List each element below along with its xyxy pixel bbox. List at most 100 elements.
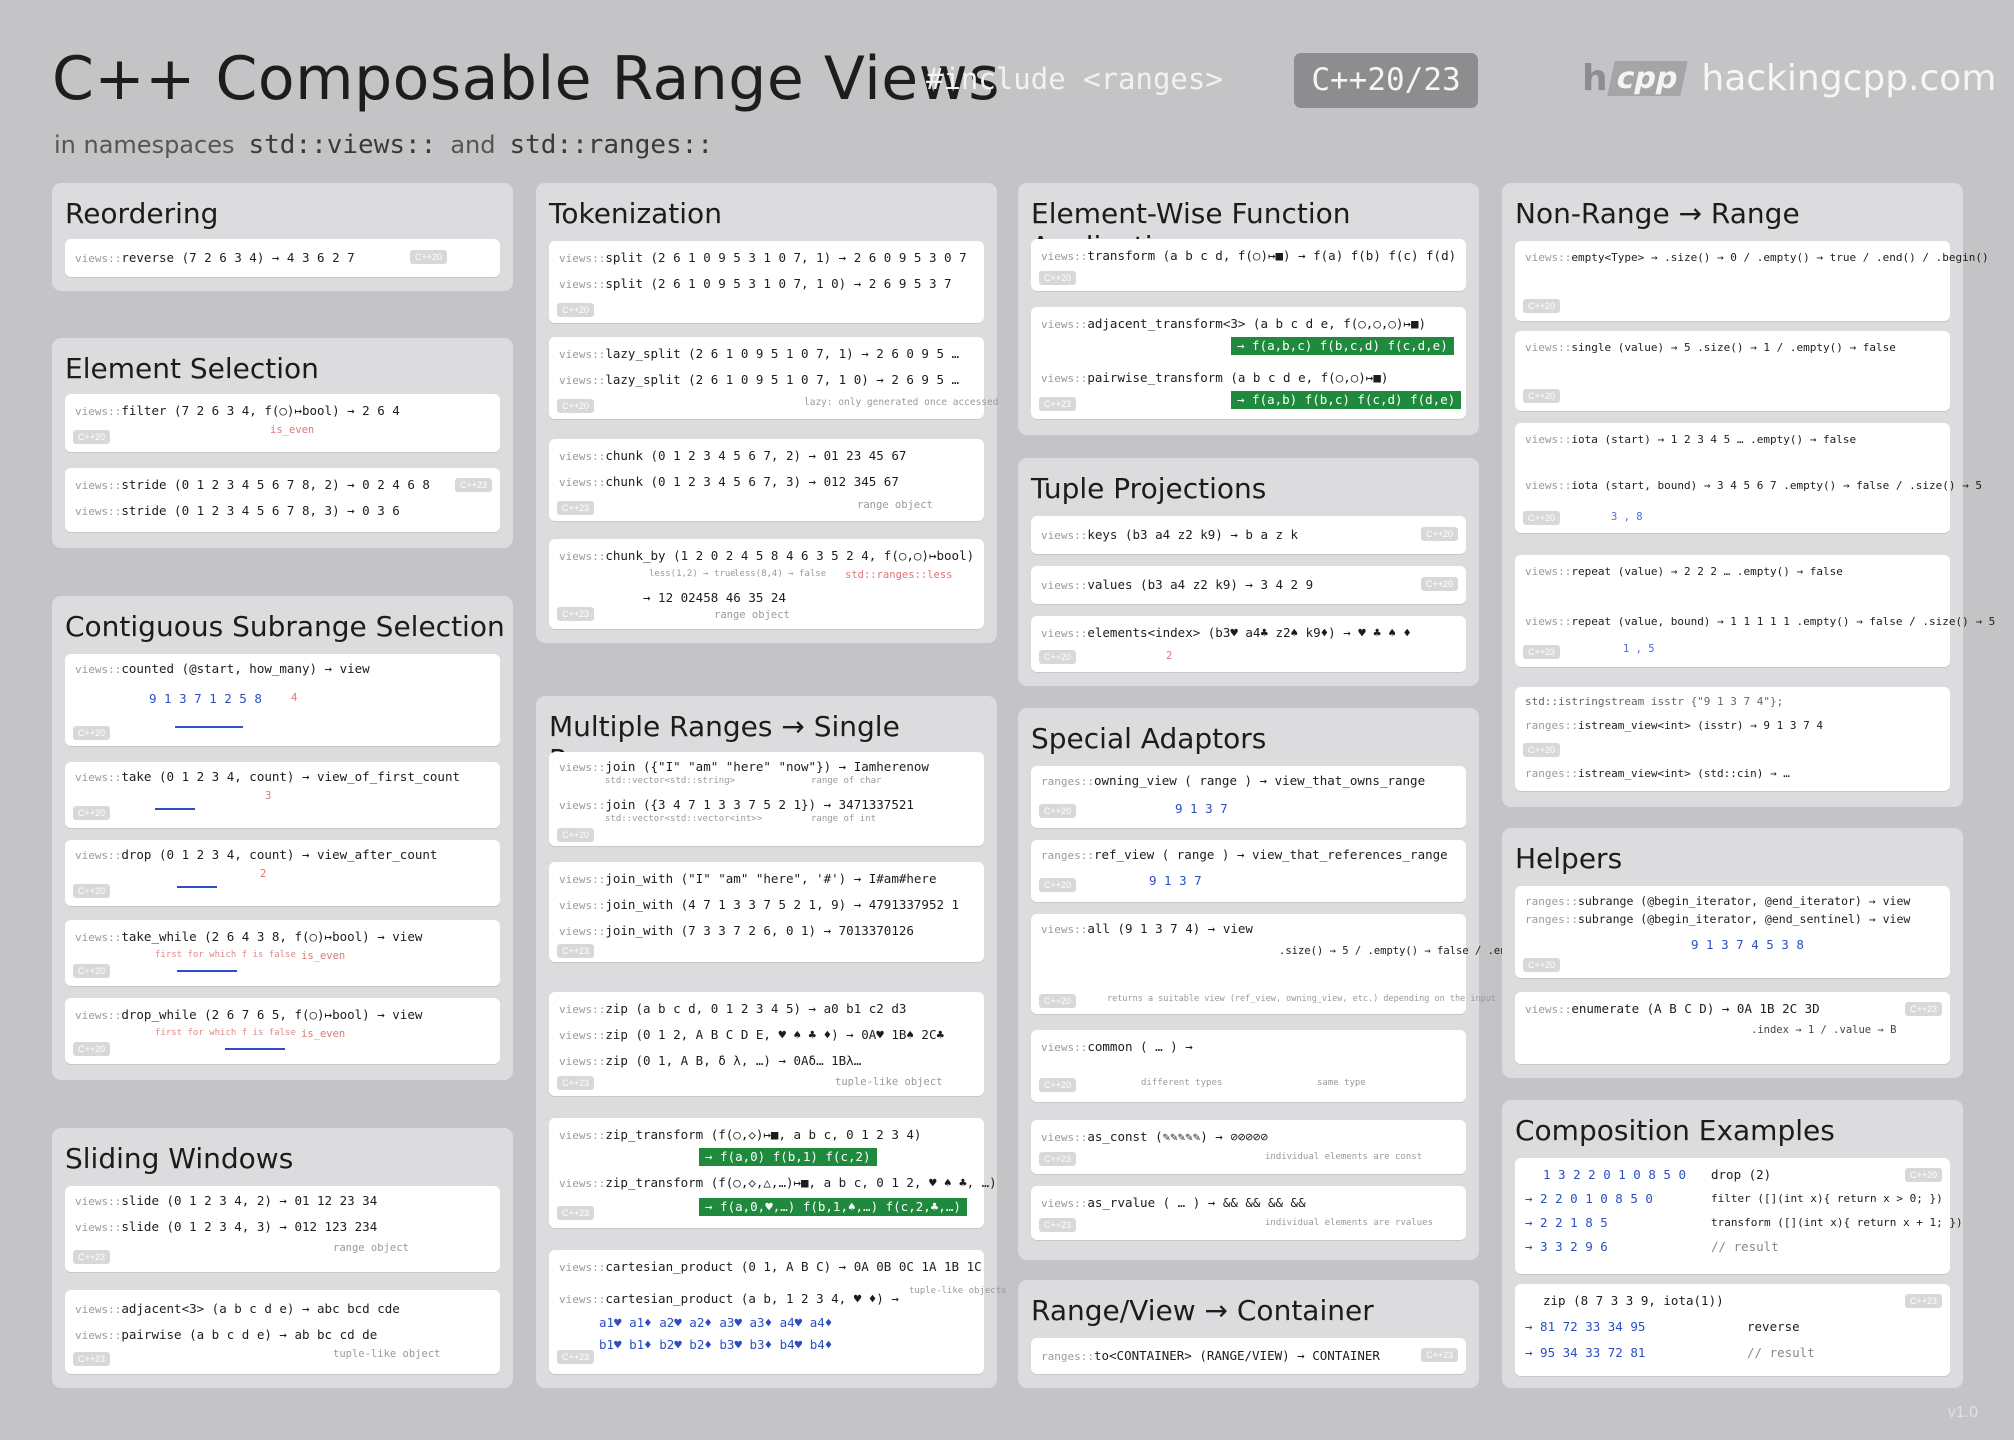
- card-empty: views::empty<Type> → .size() → 0 / .empt…: [1515, 241, 1989, 321]
- line-join-2: views::join ({3 4 7 1 3 3 7 5 2 1}) → 34…: [559, 797, 914, 812]
- card-owning-view: ranges::owning_view ( range ) → view_tha…: [1031, 766, 1466, 828]
- line-chunk-by-out: → 12 02458 46 35 24: [643, 590, 786, 605]
- panel-title: Sliding Windows: [65, 1142, 294, 1175]
- badge-cpp23: C++23: [557, 607, 595, 621]
- line-adjacent-transform: views::adjacent_transform<3> (a b c d e,…: [1041, 316, 1427, 331]
- badge-cpp23: C++23: [73, 1352, 111, 1366]
- line-join-with-2: views::join_with (4 7 1 3 3 7 5 2 1, 9) …: [559, 897, 960, 912]
- drop-bracket: [177, 886, 217, 888]
- line-istream-2: ranges::istream_view<int> (std::cin) → …: [1525, 767, 1790, 780]
- line-drop: views::drop (0 1 2 3 4, count) → view_af…: [75, 847, 438, 862]
- panel-title: Tokenization: [549, 197, 722, 230]
- take-bracket: [155, 808, 195, 810]
- panel-tuple: Tuple Projections views::keys (b3 a4 z2 …: [1018, 458, 1479, 686]
- line-chunk-3: views::chunk (0 1 2 3 4 5 6 7, 3) → 012 …: [559, 474, 899, 489]
- drop-n: 2: [260, 868, 267, 880]
- all-note: returns a suitable view (ref_view, ownin…: [1107, 994, 1553, 1004]
- panel-title: Non-Range → Range: [1515, 197, 1800, 230]
- panel-title: Element Selection: [65, 352, 319, 385]
- comp-seq-1: 1 3 2 2 0 1 0 8 5 0: [1543, 1167, 1686, 1182]
- card-transform: views::transform (a b c d, f(○)↦■) → f(a…: [1031, 239, 1466, 291]
- subtitle: in namespaces std::views:: and std::ranges:…: [54, 130, 713, 160]
- badge-cpp20: C++20: [73, 964, 111, 978]
- line-transform: views::transform (a b c d, f(○)↦■) → f(a…: [1041, 248, 1457, 263]
- panel-tokenization: Tokenization views::split (2 6 1 0 9 5 3…: [536, 183, 998, 643]
- drop-while-is-even: is_even: [301, 1028, 346, 1040]
- card-composition-2: zip (8 7 3 3 9, iota(1)) → 81 72 33 34 9…: [1515, 1284, 1950, 1376]
- panel-title: Special Adaptors: [1031, 722, 1267, 755]
- badge-cpp20: C++20: [73, 726, 111, 740]
- badge-cpp23: C++23: [1905, 1002, 1943, 1016]
- line-empty: views::empty<Type> → .size() → 0 / .empt…: [1525, 251, 1989, 264]
- line-repeat-2: views::repeat (value, bound) → 1 1 1 1 1…: [1525, 615, 1996, 628]
- panel-multiple: Multiple Ranges → Single Range views::jo…: [536, 696, 1007, 1388]
- zip-transform-out-2: → f(a,0,♥,…) f(b,1,♠,…) f(c,2,♣,…): [699, 1198, 967, 1216]
- badge-cpp20: C++20: [73, 1042, 111, 1056]
- line-to: ranges::to<CONTAINER> (RANGE/VIEW) → CON…: [1041, 1348, 1380, 1363]
- filter-note: is_even: [270, 424, 315, 436]
- badge-cpp23: C++23: [557, 1206, 595, 1220]
- join-note-1: std::vector<std::string>: [605, 776, 736, 786]
- line-join-with-3: views::join_with (7 3 3 7 2 6, 0 1) → 70…: [559, 923, 914, 938]
- badge-cpp20: C++20: [73, 806, 111, 820]
- badge-cpp20: C++20: [1421, 577, 1459, 591]
- line-single: views::single (value) → 5 .size() → 1 / …: [1525, 341, 1896, 354]
- card-single: views::single (value) → 5 .size() → 1 / …: [1515, 331, 1950, 411]
- badge-cpp20: C++20: [557, 828, 595, 842]
- badge-cpp23: C++23: [1039, 397, 1077, 411]
- card-adjacent: views::adjacent<3> (a b c d e) → abc bcd…: [65, 1290, 500, 1374]
- as-rvalue-note: individual elements are rvalues: [1265, 1218, 1433, 1228]
- line-chunk-by: views::chunk_by (1 2 0 2 4 5 8 4 6 3 5 2…: [559, 548, 975, 563]
- take-while-bracket: [177, 970, 237, 972]
- card-composition-1: 1 3 2 2 0 1 0 8 5 0 drop (2) → 2 2 0 1 0…: [1515, 1158, 1963, 1274]
- as-const-note: individual elements are const: [1265, 1152, 1423, 1162]
- istream-decl: std::istringstream isstr {"9 1 3 7 4"};: [1525, 695, 1784, 708]
- comp-seq-4: → 3 3 2 9 6: [1525, 1239, 1608, 1254]
- line-zip-2: views::zip (0 1 2, A B C D E, ♥ ♠ ♣ ♦) →…: [559, 1027, 945, 1042]
- comp-seq-3: → 2 2 1 8 5: [1525, 1215, 1608, 1230]
- line-join-with-1: views::join_with ("I" "am" "here", '#') …: [559, 871, 937, 886]
- line-as-const: views::as_const (✎✎✎✎✎) → ⊘⊘⊘⊘⊘: [1041, 1129, 1268, 1144]
- panel-title: Composition Examples: [1515, 1114, 1835, 1147]
- badge-cpp23: C++23: [557, 501, 595, 515]
- line-drop-while: views::drop_while (2 6 7 6 5, f(○)↦bool)…: [75, 1007, 423, 1022]
- badge-cpp23: C++23: [73, 1250, 111, 1264]
- card-istream: std::istringstream isstr {"9 1 3 7 4"}; …: [1515, 687, 1950, 791]
- line-keys: views::keys (b3 a4 z2 k9) → b a z k: [1041, 527, 1299, 542]
- standard-badge: C++20/23: [1294, 53, 1478, 108]
- card-drop: views::drop (0 1 2 3 4, count) → view_af…: [65, 840, 500, 906]
- panel-container: Range/View → Container ranges::to<CONTAI…: [1018, 1280, 1479, 1388]
- panel-helpers: Helpers ranges::subrange (@begin_iterato…: [1502, 828, 1963, 1078]
- badge-cpp20: C++20: [1523, 743, 1561, 757]
- card-stride: views::stride (0 1 2 3 4 5 6 7 8, 2) → 0…: [65, 468, 500, 532]
- card-as-const: views::as_const (✎✎✎✎✎) → ⊘⊘⊘⊘⊘ individu…: [1031, 1120, 1466, 1174]
- subrange-seq: 9 1 3 7 4 5 3 8: [1691, 937, 1804, 952]
- comp-zip: zip (8 7 3 3 9, iota(1)): [1543, 1293, 1724, 1308]
- comp-result-2: // result: [1747, 1345, 1815, 1360]
- panel-title: Range/View → Container: [1031, 1294, 1374, 1327]
- join-note-2: std::vector<std::vector<int>>: [605, 814, 763, 824]
- comp-result: // result: [1711, 1239, 1779, 1254]
- badge-cpp20: C++20: [1039, 804, 1077, 818]
- comp-drop: drop (2): [1711, 1167, 1772, 1182]
- site-logo[interactable]: h cpp hackingcpp.com: [1582, 58, 1996, 99]
- badge-cpp20: C++20: [1905, 1168, 1943, 1182]
- panel-title: Contiguous Subrange Selection: [65, 610, 505, 643]
- panel-element-selection: Element Selection views::filter (7 2 6 3…: [52, 338, 513, 548]
- adjacent-transform-out: → f(a,b,c) f(b,c,d) f(c,d,e): [1231, 337, 1454, 355]
- line-values: views::values (b3 a4 z2 k9) → 3 4 2 9: [1041, 577, 1314, 592]
- take-while-note: first for which f is false: [155, 950, 296, 960]
- line-zip-3: views::zip (0 1, A B, δ λ, …) → 0Aδ… 1Bλ…: [559, 1053, 862, 1068]
- line-cartesian-1: views::cartesian_product (0 1, A B C) → …: [559, 1259, 982, 1274]
- badge-cpp23: C++23: [455, 478, 493, 492]
- card-repeat: views::repeat (value) → 2 2 2 … .empty()…: [1515, 555, 1995, 667]
- line-chunk-2: views::chunk (0 1 2 3 4 5 6 7, 2) → 01 2…: [559, 448, 907, 463]
- badge-cpp23: C++23: [1039, 1218, 1077, 1232]
- badge-cpp20: C++20: [1523, 958, 1561, 972]
- badge-cpp23: C++23: [557, 944, 595, 958]
- badge-cpp23: C++23: [557, 1076, 595, 1090]
- line-filter: views::filter (7 2 6 3 4, f(○)↦bool) → 2…: [75, 403, 400, 418]
- card-ref-view: ranges::ref_view ( range ) → view_that_r…: [1031, 840, 1466, 902]
- line-slide-3: views::slide (0 1 2 3 4, 3) → 012 123 23…: [75, 1219, 378, 1234]
- line-istream-1: ranges::istream_view<int> (isstr) → 9 1 …: [1525, 719, 1824, 732]
